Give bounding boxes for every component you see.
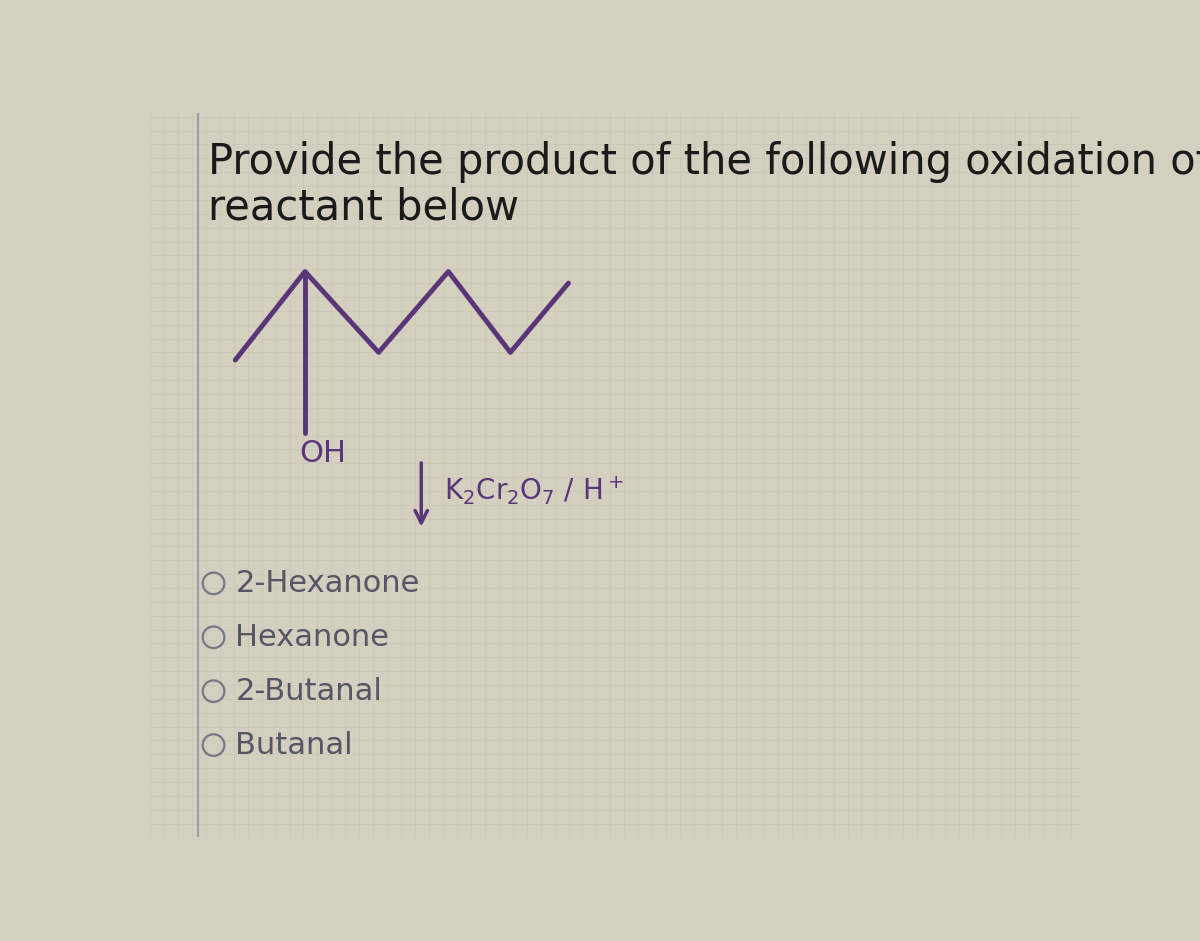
Text: OH: OH bbox=[299, 439, 346, 468]
Text: 2-Butanal: 2-Butanal bbox=[235, 677, 382, 706]
Text: 2-Hexanone: 2-Hexanone bbox=[235, 569, 420, 598]
Text: Provide the product of the following oxidation of the: Provide the product of the following oxi… bbox=[208, 140, 1200, 183]
Text: Hexanone: Hexanone bbox=[235, 623, 389, 652]
Text: K$_2$Cr$_2$O$_7$ / H$^+$: K$_2$Cr$_2$O$_7$ / H$^+$ bbox=[444, 474, 624, 507]
Text: Butanal: Butanal bbox=[235, 730, 353, 759]
Text: reactant below: reactant below bbox=[208, 187, 520, 229]
